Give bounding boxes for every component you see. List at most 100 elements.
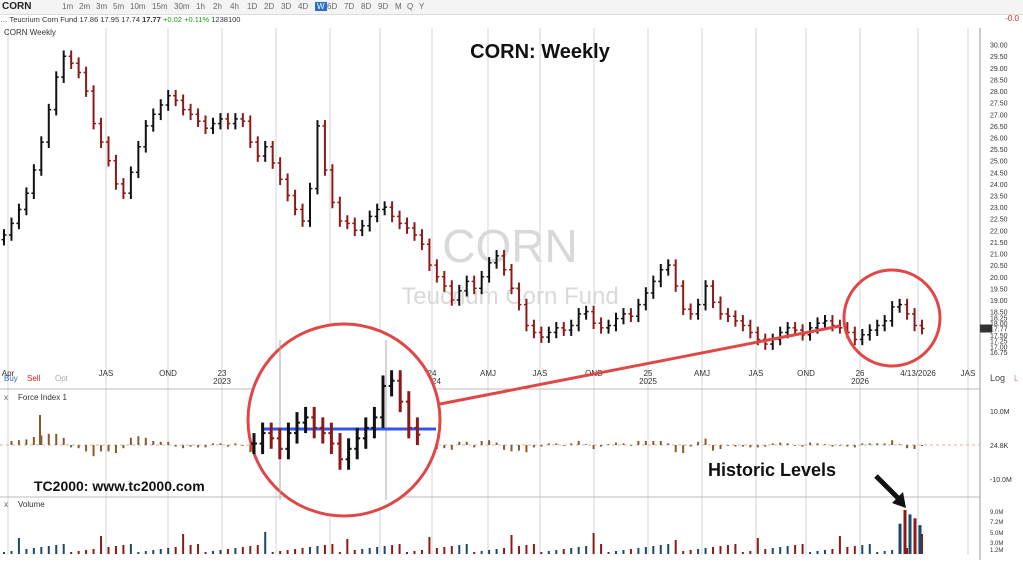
timeframe-15m[interactable]: 15m [152,2,168,11]
quote-low: 17.74 [121,15,141,24]
price-bar [822,315,828,329]
price-bar [919,319,925,335]
timeframe-8d[interactable]: 8D [361,2,372,11]
price-bar [538,326,544,343]
price-bar [292,189,298,216]
time-tick: JAS [99,369,114,378]
timeframe-1d[interactable]: 1D [247,2,258,11]
price-tick: 24.00 [990,182,1008,189]
price-bar [464,275,470,297]
quote-change-pct: +0.11% [184,15,210,24]
price-bar [83,66,89,97]
zoom-price-bar [397,370,404,413]
price-bar [135,140,141,179]
timeframe-6d[interactable]: 6D [327,2,338,11]
price-bar [449,280,455,306]
volume-close-icon[interactable]: x [4,500,8,509]
price-tick: 27.50 [990,101,1008,108]
price-tick: 29.00 [990,66,1008,73]
price-bar [523,298,529,332]
symbol-label[interactable]: CORN [2,1,32,12]
log-toggle[interactable]: Log [990,373,1005,383]
timeframe-4h[interactable]: 4h [230,2,239,11]
timeframe-w[interactable]: W [315,2,327,11]
timeframe-3d[interactable]: 3D [281,2,292,11]
timeframe-5m[interactable]: 5m [113,2,125,11]
zoom-price-bar [328,422,335,455]
time-tick: AMJ [694,369,710,378]
price-bar [404,217,410,234]
price-bar [568,319,574,336]
price-bar [128,166,134,199]
price-bar [725,308,731,323]
timeframe-30m[interactable]: 30m [174,2,190,11]
timeframe-10m[interactable]: 10m [130,2,146,11]
price-tick: 26.50 [990,124,1008,131]
time-tick: 26 [856,369,865,378]
price-bar [46,103,52,148]
timeframe-3m[interactable]: 3m [96,2,108,11]
price-bar [441,270,447,292]
timeframe-y[interactable]: Y [419,2,425,11]
price-bar [8,217,14,241]
price-bar [337,196,343,227]
zoom-price-bar [371,406,378,439]
force-index-pane: 10.0M 24.8K -10.0M [0,409,1012,484]
tab-buy[interactable]: Buy [4,374,18,383]
price-bar [374,203,380,223]
price-bar [359,219,365,237]
volume-pane: 9.0M 7.2M 5.0M 3.0M1.2M [3,510,1003,554]
price-bar [740,315,746,332]
price-tick: 21.00 [990,252,1008,259]
price-bar [456,284,462,306]
time-tick: OND [797,369,815,378]
tab-opt[interactable]: Opt [55,374,69,383]
volume-tick: 1.2M [990,548,1003,554]
timeframe-q[interactable]: Q [407,2,414,11]
timeframe-7d[interactable]: 7D [344,2,355,11]
time-tick: 24 [428,369,437,378]
force-index-label: Force Index 1 [18,393,67,402]
quote-line: … Teucrium Corn Fund 17.86 17.95 17.74 1… [0,15,241,24]
timeframe-1m[interactable]: 1m [62,2,74,11]
log-toggle-extra: L [1014,374,1019,383]
price-bar [300,203,306,227]
price-bar [329,164,335,209]
historic-levels-annotation: Historic Levels [708,460,836,480]
time-tick: 25 [644,369,653,378]
price-bar [576,308,582,332]
zoom-price-bar [251,433,257,455]
timeframe-m[interactable]: M [395,2,402,11]
timeframe-1h[interactable]: 1h [196,2,205,11]
price-bar [889,301,895,327]
price-bar [31,164,37,199]
zoom-price-bar [337,433,343,470]
price-bar [546,326,552,343]
price-bar [225,113,231,130]
price-bar [158,99,164,121]
timeframe-2m[interactable]: 2m [79,2,91,11]
price-bar [516,282,522,311]
price-bar [217,113,223,130]
price-bar [635,298,641,323]
zoom-price-bar [345,438,352,470]
price-bar [247,115,253,148]
tab-sell[interactable]: Sell [27,374,41,383]
zoom-price-bar [414,417,421,446]
timeframe-2d[interactable]: 2D [264,2,275,11]
price-axis: 30.00 29.50 29.00 28.50 28.00 27.50 27.00 26.50… [979,28,1008,560]
price-bar [882,315,888,332]
zoom-price-bar [405,391,412,439]
price-bar [717,296,723,320]
price-bar [307,182,313,227]
timeframe-9d[interactable]: 9D [378,2,389,11]
year-tick: 2023 [213,377,231,386]
force-close-icon[interactable]: x [4,393,8,402]
price-bar [397,210,403,230]
timeframe-2h[interactable]: 2h [213,2,222,11]
timeframe-4d[interactable]: 4D [298,2,309,11]
year-tick: 2026 [851,377,869,386]
price-tick: 20.00 [990,275,1008,282]
price-bar [471,275,477,295]
